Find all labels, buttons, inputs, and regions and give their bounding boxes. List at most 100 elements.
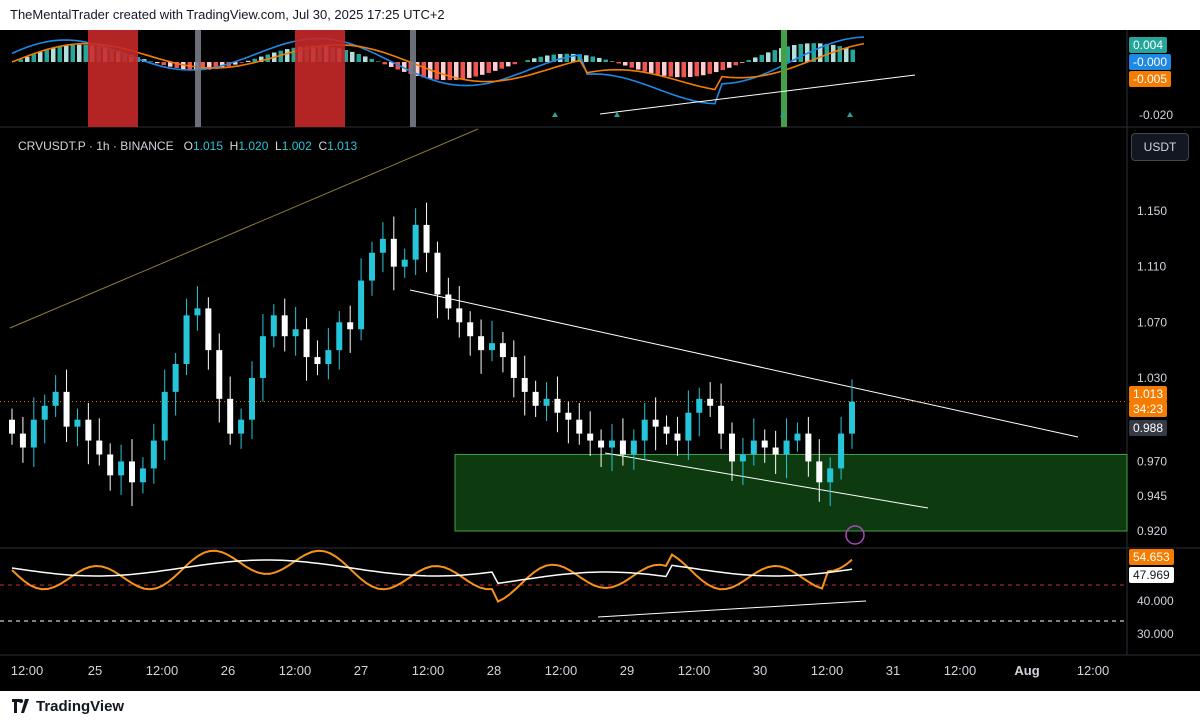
candle-body	[369, 252, 375, 281]
macd-cross-marker	[410, 30, 416, 127]
candle-body	[172, 364, 179, 392]
macd-histogram-bar	[610, 61, 615, 62]
macd-histogram-bar	[363, 56, 368, 62]
macd-histogram-bar	[655, 62, 660, 75]
time-tick-label: 25	[88, 663, 102, 678]
symbol-info: CRVUSDT.P · 1h · BINANCE	[18, 139, 174, 153]
low-value: 1.002	[281, 139, 312, 153]
candle-body	[761, 440, 768, 448]
macd-histogram-bar	[532, 58, 537, 62]
candle-body	[849, 401, 855, 434]
candle-body	[510, 357, 517, 378]
macd-histogram-bar	[493, 62, 498, 71]
macd-histogram-bar	[486, 62, 491, 73]
macd-histogram-bar	[155, 62, 160, 64]
time-tick-label: 12:00	[944, 663, 977, 678]
rsi-ma-badge: 47.969	[1129, 567, 1174, 583]
macd-histogram-bar	[707, 62, 712, 74]
macd-histogram-bar	[161, 62, 166, 66]
macd-hist-badge: 0.004	[1129, 37, 1168, 53]
macd-histogram-bar	[688, 62, 693, 77]
candle-body	[107, 454, 114, 476]
macd-histogram-bar	[584, 55, 589, 62]
macd-histogram-bar	[571, 53, 576, 62]
macd-histogram-bar	[558, 53, 563, 62]
candle-body	[205, 308, 212, 351]
rsi-level-label: 30.000	[1137, 627, 1174, 641]
candle-body	[183, 315, 190, 365]
macd-histogram-bar	[675, 62, 680, 78]
candle-body	[663, 426, 670, 434]
candle-body	[739, 454, 746, 462]
macd-histogram-bar	[259, 56, 264, 62]
tradingview-logo-icon	[12, 699, 29, 713]
candle-body	[794, 433, 801, 441]
time-tick-label: 12:00	[678, 663, 711, 678]
candle-body	[838, 433, 845, 469]
rsi-divergence-line	[597, 600, 867, 618]
macd-histogram-bar	[415, 62, 420, 76]
candle-body	[139, 468, 146, 483]
macd-histogram-bar	[811, 43, 816, 62]
candle-body	[772, 447, 779, 455]
macd-histogram-bar	[701, 62, 706, 76]
macd-histogram-bar	[31, 54, 36, 62]
time-tick-label: 29	[620, 663, 634, 678]
candle-body	[641, 419, 648, 441]
candle-body	[423, 224, 430, 253]
macd-histogram-bar	[792, 45, 797, 62]
macd-histogram-bar	[694, 62, 699, 77]
macd-histogram-bar	[51, 48, 56, 62]
candle-body	[565, 412, 572, 420]
candle-body	[379, 238, 386, 253]
candle-body	[41, 405, 48, 420]
candle-body	[609, 440, 615, 448]
time-tick-label: 27	[354, 663, 368, 678]
macd-histogram-bar	[642, 62, 647, 72]
macd-signal-badge: -0.005	[1129, 71, 1172, 87]
candle-body	[434, 252, 441, 295]
candle-body	[270, 315, 277, 337]
macd-histogram-bar	[798, 44, 803, 62]
currency-button[interactable]: USDT	[1131, 133, 1189, 161]
rsi-level-label: 40.000	[1137, 594, 1174, 608]
macd-histogram-bar	[740, 62, 745, 63]
time-tick-label: 26	[221, 663, 235, 678]
candle-body	[336, 322, 343, 351]
candle-body	[521, 377, 528, 392]
macd-histogram-bar	[480, 62, 485, 75]
candle-body	[783, 440, 790, 455]
candle-body	[598, 440, 605, 448]
macd-histogram-bar	[18, 59, 23, 62]
time-tick-label: 12:00	[811, 663, 844, 678]
candle-body	[816, 461, 823, 483]
candle-body	[227, 398, 234, 434]
macd-histogram-bar	[447, 62, 452, 81]
macd-histogram-bar	[389, 62, 394, 67]
macd-histogram-bar	[44, 49, 49, 62]
macd-histogram-bar	[785, 46, 790, 62]
macd-histogram-bar	[57, 46, 62, 62]
candle-body	[118, 461, 125, 476]
macd-histogram-bar	[512, 62, 517, 65]
macd-signal-arrow	[552, 112, 558, 117]
candle-body	[499, 343, 506, 358]
candle-body	[281, 315, 288, 337]
candle-body	[412, 224, 419, 260]
candle-body	[674, 433, 681, 441]
macd-histogram-bar	[649, 62, 654, 74]
candle-body	[532, 391, 539, 406]
price-tick-label: 1.110	[1137, 260, 1166, 274]
candle-body	[161, 391, 168, 441]
macd-histogram-bar	[291, 47, 296, 62]
time-tick-label: 12:00	[412, 663, 445, 678]
candle-body	[216, 350, 223, 399]
price-chart[interactable]: 1.150 1.110 1.070 1.030 0.970 0.945 0.920 40.00…	[0, 30, 1200, 691]
macd-histogram-bar	[434, 62, 439, 80]
macd-histogram-bar	[77, 44, 82, 62]
candle-body	[63, 391, 70, 427]
candle-body	[19, 433, 26, 448]
macd-histogram-bar	[499, 62, 504, 69]
macd-histogram-bar	[629, 62, 634, 68]
macd-signal-arrow	[780, 112, 786, 117]
